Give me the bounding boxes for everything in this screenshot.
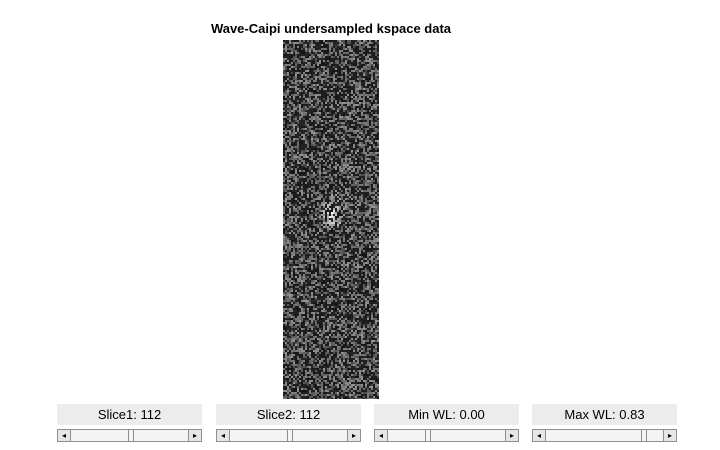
figure-title: Wave-Caipi undersampled kspace data	[210, 21, 452, 36]
slice2-control: Slice2: 112 ◂ ▸	[216, 404, 361, 442]
slice1-track[interactable]	[71, 430, 188, 441]
min-wl-left-arrow-icon[interactable]: ◂	[375, 430, 388, 441]
min-wl-thumb[interactable]	[424, 430, 431, 441]
slice2-left-arrow-icon[interactable]: ◂	[217, 430, 230, 441]
min-wl-control: Min WL: 0.00 ◂ ▸	[374, 404, 519, 442]
max-wl-label: Max WL: 0.83	[532, 404, 677, 425]
slice2-label: Slice2: 112	[216, 404, 361, 425]
min-wl-slider[interactable]: ◂ ▸	[374, 429, 519, 442]
max-wl-slider[interactable]: ◂ ▸	[532, 429, 677, 442]
slice2-track[interactable]	[230, 430, 347, 441]
max-wl-track[interactable]	[546, 430, 663, 441]
max-wl-thumb[interactable]	[641, 430, 648, 441]
max-wl-control: Max WL: 0.83 ◂ ▸	[532, 404, 677, 442]
slice1-left-arrow-icon[interactable]: ◂	[58, 430, 71, 441]
max-wl-right-arrow-icon[interactable]: ▸	[663, 430, 676, 441]
slice1-control: Slice1: 112 ◂ ▸	[57, 404, 202, 442]
slice1-right-arrow-icon[interactable]: ▸	[188, 430, 201, 441]
slice2-right-arrow-icon[interactable]: ▸	[347, 430, 360, 441]
min-wl-right-arrow-icon[interactable]: ▸	[505, 430, 518, 441]
slice1-slider[interactable]: ◂ ▸	[57, 429, 202, 442]
kspace-image-canvas	[283, 40, 379, 399]
slice2-slider[interactable]: ◂ ▸	[216, 429, 361, 442]
min-wl-track[interactable]	[388, 430, 505, 441]
kspace-image	[283, 40, 379, 399]
slice2-thumb[interactable]	[286, 430, 293, 441]
slice1-thumb[interactable]	[127, 430, 134, 441]
max-wl-left-arrow-icon[interactable]: ◂	[533, 430, 546, 441]
min-wl-label: Min WL: 0.00	[374, 404, 519, 425]
slice1-label: Slice1: 112	[57, 404, 202, 425]
